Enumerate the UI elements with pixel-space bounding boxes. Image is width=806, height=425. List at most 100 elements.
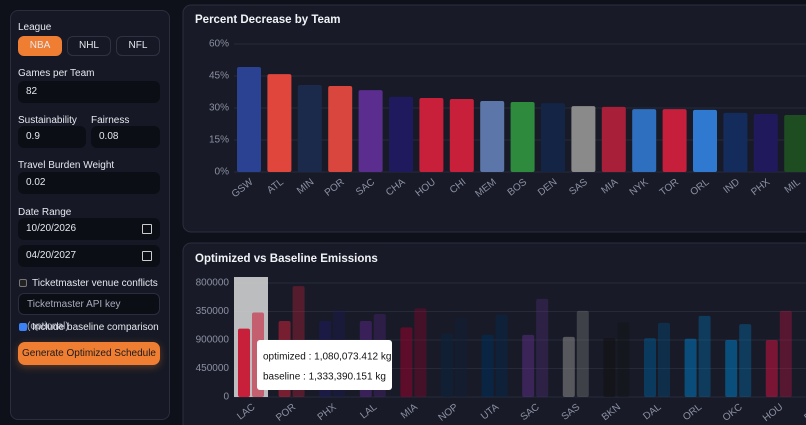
date-input[interactable]: 10/20/2026: [18, 218, 160, 240]
tooltip: [257, 340, 392, 390]
x-tick-label: SAS: [567, 177, 590, 198]
date-text: 10/20/2026: [26, 223, 77, 234]
x-tick-label: DAL: [641, 402, 663, 423]
input[interactable]: 0.9: [18, 126, 86, 148]
date-input[interactable]: 04/20/2027: [18, 245, 160, 267]
bar: [684, 338, 697, 397]
bar: [601, 106, 626, 172]
bar: [562, 336, 575, 397]
x-tick-label: MIL: [783, 177, 803, 196]
input[interactable]: 0.02: [18, 172, 160, 194]
x-tick-label: BOS: [506, 177, 530, 199]
x-tick-label: UTA: [479, 402, 501, 423]
bar: [400, 327, 413, 397]
bar: [522, 334, 535, 397]
input[interactable]: 0.08: [91, 126, 160, 148]
bar: [576, 310, 589, 397]
bar: [698, 315, 711, 397]
x-tick-label: POR: [323, 177, 347, 199]
bar: [495, 314, 508, 397]
checkbox[interactable]: [19, 323, 27, 331]
y-tick-label: 45%: [209, 71, 229, 82]
label: League: [18, 22, 52, 33]
x-tick-label: SAS: [560, 402, 583, 423]
hover-band: [234, 277, 268, 397]
input[interactable]: 82: [18, 81, 160, 103]
label: Include baseline comparison: [32, 322, 159, 333]
bar: [292, 286, 305, 397]
x-tick-label: BOS: [802, 402, 806, 424]
calendar-icon: [142, 251, 152, 261]
bar: [333, 310, 346, 397]
bar: [784, 115, 806, 172]
x-tick-label: LAC: [235, 402, 257, 423]
league-button[interactable]: NBA: [18, 36, 62, 56]
x-tick-label: BKN: [600, 402, 623, 423]
x-tick-label: HOU: [414, 177, 438, 199]
bar: [779, 310, 792, 397]
bar: [238, 328, 250, 397]
x-tick-label: CHA: [384, 177, 408, 199]
bar: [765, 340, 778, 397]
panel: [182, 242, 806, 425]
x-tick-label: LAL: [358, 402, 379, 422]
x-tick-label: TOR: [658, 177, 681, 199]
bar: [267, 74, 292, 172]
bar: [237, 67, 261, 172]
y-tick-label: 15%: [209, 135, 229, 146]
bar: [252, 312, 264, 397]
league-button[interactable]: NFL: [116, 36, 160, 56]
x-tick-label: ORL: [681, 402, 704, 424]
generate-button[interactable]: Generate Optimized Schedule: [18, 342, 160, 365]
bar: [441, 333, 453, 397]
x-tick-label: PHX: [749, 177, 772, 199]
x-tick-label: DEN: [536, 177, 559, 199]
bar: [723, 112, 748, 172]
bar: [359, 321, 372, 397]
y-tick-label: 30%: [209, 103, 229, 114]
x-tick-label: POR: [274, 402, 298, 424]
x-tick-label: IND: [722, 177, 742, 196]
sidebar: League NBA NHL NFL Games per Team 82 Sus…: [10, 10, 170, 420]
y-tick-label: 350000: [196, 306, 230, 317]
bar: [658, 322, 670, 397]
bar: [603, 338, 616, 397]
y-tick-label: 0%: [215, 167, 230, 178]
bar: [617, 322, 630, 397]
y-tick-label: 0: [223, 392, 229, 403]
bar: [389, 96, 413, 172]
label: Ticketmaster venue conflicts: [32, 278, 158, 289]
bar: [662, 109, 687, 172]
bar: [319, 321, 332, 397]
x-tick-label: NYK: [628, 177, 651, 199]
checkbox[interactable]: [19, 279, 27, 287]
x-tick-label: ATL: [265, 177, 286, 197]
bar: [414, 308, 427, 397]
tooltip-text: baseline : 1,333,390.151 kg: [263, 372, 386, 383]
bar: [725, 340, 738, 397]
x-tick-label: MIN: [295, 177, 316, 197]
bar: [632, 109, 657, 172]
bar: [481, 334, 494, 397]
league-button[interactable]: NHL: [67, 36, 111, 56]
bar: [571, 106, 596, 172]
y-tick-label: 800000: [196, 278, 230, 289]
bar: [510, 102, 535, 172]
y-tick-label: 450000: [196, 363, 230, 374]
x-tick-label: MIA: [599, 177, 620, 197]
panel: [182, 4, 806, 233]
y-tick-label: 60%: [209, 39, 229, 50]
x-tick-label: HOU: [761, 402, 785, 424]
input[interactable]: Ticketmaster API key (optional): [18, 293, 160, 332]
x-tick-label: MIA: [399, 402, 420, 422]
bar: [358, 90, 383, 172]
bar: [739, 324, 752, 397]
bar: [693, 109, 717, 172]
bar: [541, 103, 565, 172]
x-tick-label: SAC: [519, 402, 542, 423]
chart-title: Percent Decrease by Team: [195, 14, 341, 26]
x-tick-label: NOP: [437, 402, 461, 424]
bar: [480, 100, 505, 172]
x-tick-label: MEM: [474, 177, 499, 200]
tooltip-text: optimized : 1,080,073.412 kg: [263, 352, 391, 363]
